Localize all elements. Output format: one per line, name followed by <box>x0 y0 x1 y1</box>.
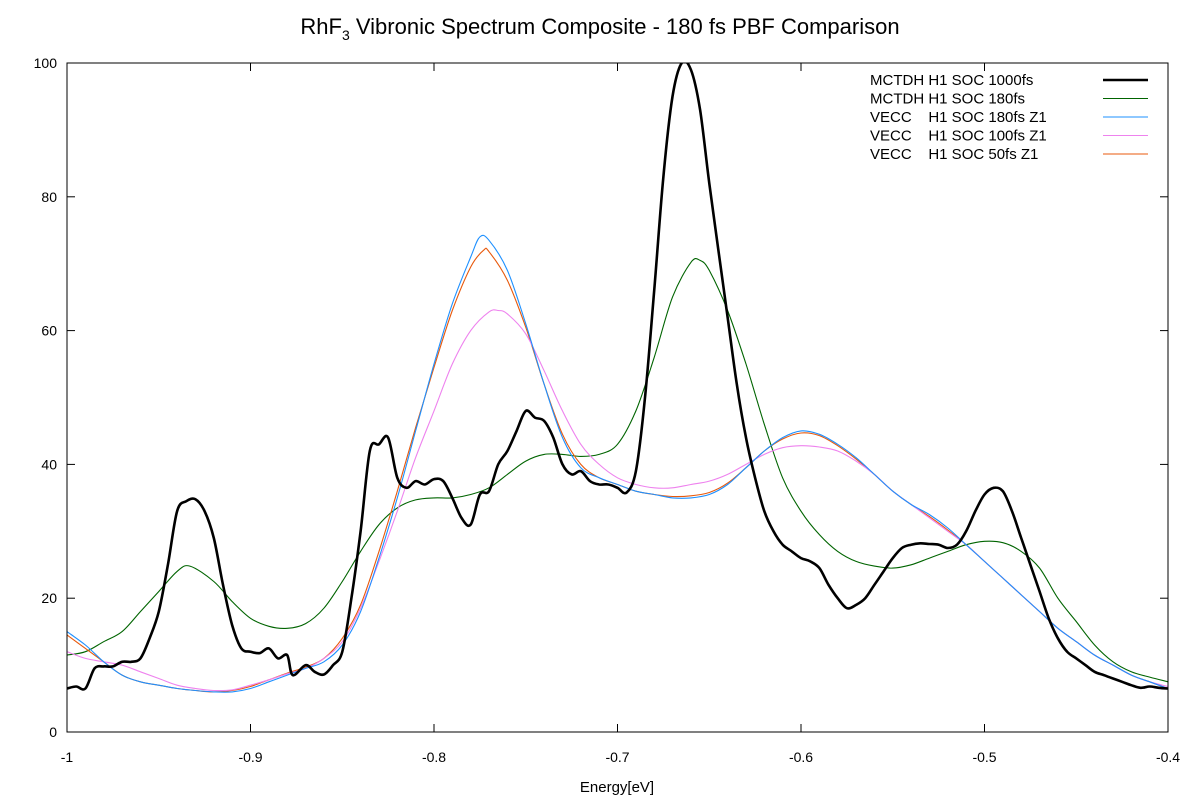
legend-label: VECC H1 SOC 180fs Z1 <box>870 109 1047 126</box>
chart-title-main: RhF <box>300 14 342 39</box>
series-line-1 <box>67 63 1168 691</box>
y-tick-label: 100 <box>34 55 58 71</box>
plot-frame <box>66 62 1169 733</box>
y-axis: 0 20 40 60 80 100 <box>34 55 1168 740</box>
y-tick-label: 60 <box>41 323 57 339</box>
legend-label: MCTDH H1 SOC 1000fs <box>870 72 1033 89</box>
x-axis-label: Energy[eV] <box>580 779 654 796</box>
series-layer <box>67 63 1168 693</box>
x-tick-label: -0.6 <box>789 749 813 765</box>
x-tick-label: -0.9 <box>238 749 262 765</box>
legend-label: VECC H1 SOC 100fs Z1 <box>870 128 1047 145</box>
y-tick-label: 40 <box>41 456 57 472</box>
y-tick-label: 80 <box>41 189 57 205</box>
chart-title: RhF3 Vibronic Spectrum Composite - 180 f… <box>300 14 899 43</box>
chart-title-subscript: 3 <box>342 27 350 43</box>
x-axis: -1 -0.9 -0.8 -0.7 -0.6 -0.5 -0.4 <box>61 63 1180 765</box>
legend-label: MCTDH H1 SOC 180fs <box>870 91 1025 108</box>
series-line-3 <box>67 234 1168 693</box>
x-tick-label: -0.5 <box>972 749 996 765</box>
series-line-2 <box>67 258 1168 683</box>
chart-title-rest: Vibronic Spectrum Composite - 180 fs PBF… <box>350 14 900 39</box>
x-tick-label: -0.4 <box>1156 749 1180 765</box>
y-tick-label: 0 <box>49 724 57 740</box>
x-tick-label: -0.7 <box>605 749 629 765</box>
legend-label: VECC H1 SOC 50fs Z1 <box>870 146 1038 163</box>
series-line-4 <box>67 309 1168 692</box>
y-tick-label: 20 <box>41 590 57 606</box>
x-tick-label: -0.8 <box>422 749 446 765</box>
x-tick-label: -1 <box>61 749 74 765</box>
